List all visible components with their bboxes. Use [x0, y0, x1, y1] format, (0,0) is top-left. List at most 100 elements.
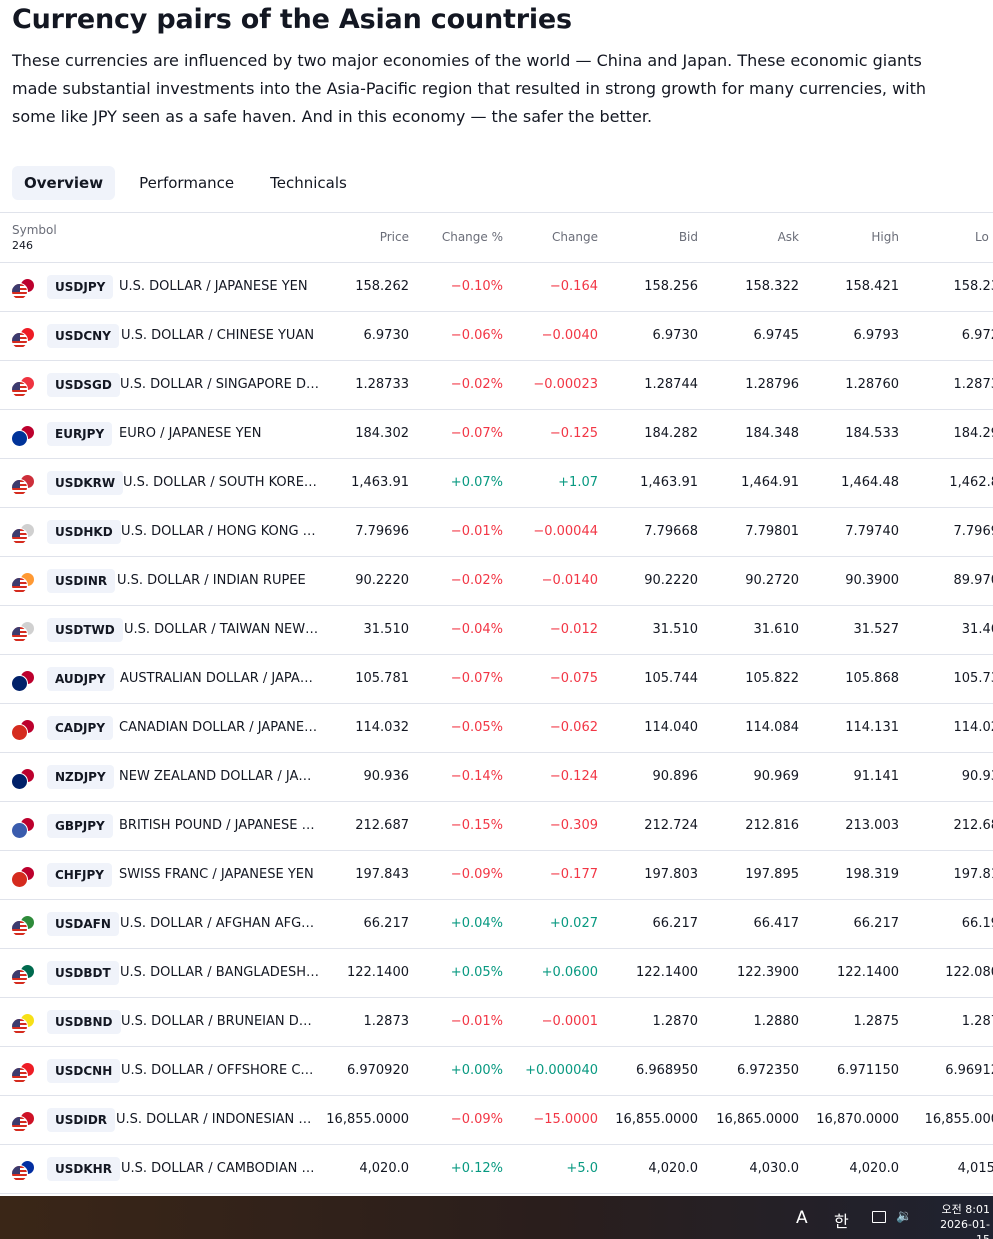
symbol-ticker[interactable]: USDSGD [47, 373, 120, 397]
table-row[interactable]: USDTWD U.S. DOLLAR / TAIWAN NEW… 31.510 −0.… [0, 606, 993, 655]
symbol-description[interactable]: NEW ZEALAND DOLLAR / JA… [119, 769, 312, 784]
currency-flag-icon [11, 768, 37, 790]
ime-mode-indicator[interactable]: A [796, 1208, 808, 1228]
column-header-change[interactable]: Change [552, 230, 598, 244]
cell-ask: 105.822 [745, 671, 799, 686]
symbol-description[interactable]: EURO / JAPANESE YEN [119, 426, 262, 441]
symbol-ticker[interactable]: USDKHR [47, 1157, 120, 1181]
symbol-ticker[interactable]: CADJPY [47, 716, 114, 740]
cell-change-pct: −0.06% [450, 328, 503, 343]
symbol-ticker[interactable]: USDKRW [47, 471, 124, 495]
symbol-ticker[interactable]: AUDJPY [47, 667, 114, 691]
symbol-description[interactable]: U.S. DOLLAR / AFGHAN AFG… [120, 916, 315, 931]
table-row[interactable]: CADJPY CANADIAN DOLLAR / JAPANE… 114.032 −0… [0, 704, 993, 753]
symbol-ticker[interactable]: USDBND [47, 1010, 121, 1034]
symbol-ticker[interactable]: USDJPY [47, 275, 114, 299]
symbol-ticker[interactable]: USDIDR [47, 1108, 116, 1132]
ime-korean-indicator[interactable]: 한 [834, 1212, 849, 1231]
table-row[interactable]: USDSGD U.S. DOLLAR / SINGAPORE D… 1.28733 −… [0, 361, 993, 410]
cell-low: 1.2873 [953, 377, 993, 392]
table-row[interactable]: USDIDR U.S. DOLLAR / INDONESIAN … 16,855.0… [0, 1096, 993, 1145]
column-header-ask[interactable]: Ask [777, 230, 799, 244]
cell-change: −0.124 [549, 769, 598, 784]
table-row[interactable]: USDBND U.S. DOLLAR / BRUNEIAN D… 1.2873 −0.… [0, 998, 993, 1047]
column-header-bid[interactable]: Bid [678, 230, 698, 244]
table-row[interactable]: USDKHR U.S. DOLLAR / CAMBODIAN … 4,020.0 +0… [0, 1145, 993, 1194]
volume-icon[interactable]: 🔉 [896, 1209, 913, 1224]
tab-technicals[interactable]: Technicals [270, 174, 347, 192]
symbol-description[interactable]: U.S. DOLLAR / SINGAPORE D… [120, 377, 319, 392]
symbol-description[interactable]: U.S. DOLLAR / TAIWAN NEW… [124, 622, 319, 637]
symbol-description[interactable]: SWISS FRANC / JAPANESE YEN [119, 867, 314, 882]
symbol-ticker[interactable]: CHFJPY [47, 863, 112, 887]
cell-high: 4,020.0 [849, 1161, 899, 1176]
cell-bid: 158.256 [644, 279, 698, 294]
tab-bar: Overview Performance Technicals [12, 166, 371, 200]
table-row[interactable]: EURJPY EURO / JAPANESE YEN 184.302 −0.07% −0… [0, 410, 993, 459]
symbol-description[interactable]: U.S. DOLLAR / SOUTH KORE… [123, 475, 317, 490]
cell-ask: 16,865.0000 [716, 1112, 799, 1127]
currency-flag-icon [11, 1062, 37, 1084]
symbol-ticker[interactable]: USDTWD [47, 618, 123, 642]
table-row[interactable]: GBPJPY BRITISH POUND / JAPANESE … 212.687 −… [0, 802, 993, 851]
network-icon[interactable] [872, 1211, 886, 1223]
system-clock[interactable]: 오전 8:01 2026-01-15 [928, 1202, 990, 1239]
cell-high: 91.141 [853, 769, 900, 784]
symbol-description[interactable]: CANADIAN DOLLAR / JAPANE… [119, 720, 318, 735]
table-row[interactable]: CHFJPY SWISS FRANC / JAPANESE YEN 197.843 −… [0, 851, 993, 900]
currency-flag-icon [11, 719, 37, 741]
table-row[interactable]: USDCNH U.S. DOLLAR / OFFSHORE C… 6.970920 +… [0, 1047, 993, 1096]
column-header-low[interactable]: Lo [975, 230, 989, 244]
symbol-description[interactable]: U.S. DOLLAR / INDONESIAN … [116, 1112, 312, 1127]
table-row[interactable]: USDKRW U.S. DOLLAR / SOUTH KORE… 1,463.91 +… [0, 459, 993, 508]
cell-change-pct: −0.07% [450, 671, 503, 686]
tab-overview[interactable]: Overview [12, 166, 116, 200]
column-header-change-percent[interactable]: Change % [441, 230, 503, 244]
cell-low: 158.23 [953, 279, 993, 294]
table-row[interactable]: USDHKD U.S. DOLLAR / HONG KONG … 7.79696 −0… [0, 508, 993, 557]
symbol-ticker[interactable]: EURJPY [47, 422, 113, 446]
symbol-description[interactable]: U.S. DOLLAR / CAMBODIAN … [121, 1161, 315, 1176]
symbol-description[interactable]: U.S. DOLLAR / CHINESE YUAN [121, 328, 315, 343]
symbol-ticker[interactable]: USDCNY [47, 324, 119, 348]
column-header-symbol[interactable]: Symbol 246 [12, 223, 57, 253]
cell-ask: 6.9745 [753, 328, 800, 343]
currency-flag-icon [11, 964, 37, 986]
symbol-description[interactable]: U.S. DOLLAR / JAPANESE YEN [119, 279, 308, 294]
symbol-ticker[interactable]: GBPJPY [47, 814, 113, 838]
symbol-ticker[interactable]: NZDJPY [47, 765, 114, 789]
symbol-ticker[interactable]: USDAFN [47, 912, 119, 936]
symbol-description[interactable]: U.S. DOLLAR / HONG KONG … [121, 524, 316, 539]
cell-ask: 1.28796 [745, 377, 799, 392]
symbol-description[interactable]: AUSTRALIAN DOLLAR / JAPA… [120, 671, 313, 686]
cell-change: −0.0040 [541, 328, 598, 343]
column-header-high[interactable]: High [871, 230, 899, 244]
cell-low: 1.287 [961, 1014, 993, 1029]
table-row[interactable]: USDJPY U.S. DOLLAR / JAPANESE YEN 158.262 −… [0, 263, 993, 312]
tab-performance[interactable]: Performance [139, 174, 235, 192]
symbol-ticker[interactable]: USDBDT [47, 961, 119, 985]
symbol-description[interactable]: U.S. DOLLAR / OFFSHORE C… [121, 1063, 314, 1078]
table-row[interactable]: USDCNY U.S. DOLLAR / CHINESE YUAN 6.9730 −0… [0, 312, 993, 361]
table-row[interactable]: NZDJPY NEW ZEALAND DOLLAR / JA… 90.936 −0.1… [0, 753, 993, 802]
cell-change: −0.0140 [541, 573, 598, 588]
table-row[interactable]: USDAFN U.S. DOLLAR / AFGHAN AFG… 66.217 +0.… [0, 900, 993, 949]
cell-change: −15.0000 [533, 1112, 598, 1127]
symbol-description[interactable]: U.S. DOLLAR / INDIAN RUPEE [117, 573, 306, 588]
symbol-description[interactable]: BRITISH POUND / JAPANESE … [119, 818, 315, 833]
cell-price: 114.032 [355, 720, 409, 735]
table-row[interactable]: AUDJPY AUSTRALIAN DOLLAR / JAPA… 105.781 −0… [0, 655, 993, 704]
cell-bid: 105.744 [644, 671, 698, 686]
symbol-ticker[interactable]: USDCNH [47, 1059, 121, 1083]
symbol-ticker[interactable]: USDHKD [47, 520, 121, 544]
symbol-description[interactable]: U.S. DOLLAR / BRUNEIAN D… [121, 1014, 312, 1029]
table-row[interactable]: USDBDT U.S. DOLLAR / BANGLADESH… 122.1400 +… [0, 949, 993, 998]
symbol-ticker[interactable]: USDINR [47, 569, 116, 593]
cell-bid: 114.040 [644, 720, 698, 735]
cell-low: 6.972 [961, 328, 993, 343]
cell-ask: 4,030.0 [749, 1161, 799, 1176]
cell-high: 1.2875 [853, 1014, 900, 1029]
symbol-description[interactable]: U.S. DOLLAR / BANGLADESH… [120, 965, 320, 980]
table-row[interactable]: USDINR U.S. DOLLAR / INDIAN RUPEE 90.2220 −… [0, 557, 993, 606]
column-header-price[interactable]: Price [379, 230, 409, 244]
